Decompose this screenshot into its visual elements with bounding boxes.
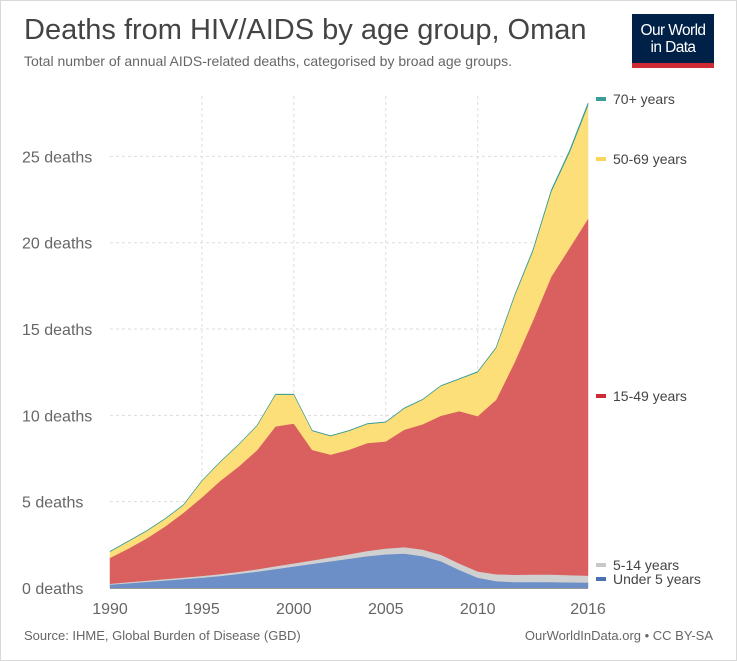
legend-label: 70+ years — [613, 91, 675, 107]
y-tick-label: 10 deaths — [22, 408, 92, 425]
legend-label: 15-49 years — [613, 388, 687, 404]
y-tick-label: 20 deaths — [22, 236, 92, 253]
legend-swatch — [596, 577, 606, 581]
y-tick-label: 0 deaths — [22, 581, 83, 598]
legend-swatch — [596, 97, 606, 101]
axes: 0 deaths 5 deaths 10 deaths 15 deaths 20 dea… — [22, 149, 606, 618]
chart-title: Deaths from HIV/AIDS by age group, Oman — [24, 14, 587, 46]
chart-subtitle: Total number of annual AIDS-related deat… — [24, 53, 512, 69]
x-tick-label: 2000 — [276, 601, 312, 618]
legend-swatch — [596, 394, 606, 398]
x-tick-label: 1995 — [184, 601, 220, 618]
x-tick-label: 2010 — [460, 601, 496, 618]
logo-line-1: Our World — [640, 21, 707, 39]
y-tick-label: 25 deaths — [22, 149, 92, 166]
logo-line-2: in Data — [650, 38, 697, 56]
legend-label: 50-69 years — [613, 151, 687, 167]
legend-label: Under 5 years — [613, 571, 701, 587]
area-15-49-years[interactable] — [109, 217, 589, 584]
owid-logo[interactable]: Our World in Data — [632, 14, 714, 68]
legend-swatch — [596, 563, 606, 567]
x-tick-label: 1990 — [92, 601, 128, 618]
area-70-years[interactable] — [109, 102, 589, 553]
x-tick-label: 2016 — [570, 601, 606, 618]
legend-label: 5-14 years — [613, 557, 679, 573]
source-note: Source: IHME, Global Burden of Disease (… — [24, 628, 301, 643]
x-tick-label: 2005 — [368, 601, 404, 618]
y-tick-label: 15 deaths — [22, 322, 92, 339]
y-tick-label: 5 deaths — [22, 495, 83, 512]
stacked-areas — [109, 102, 589, 589]
legend-swatch — [596, 157, 606, 161]
license-link[interactable]: OurWorldInData.org • CC BY-SA — [524, 628, 713, 643]
